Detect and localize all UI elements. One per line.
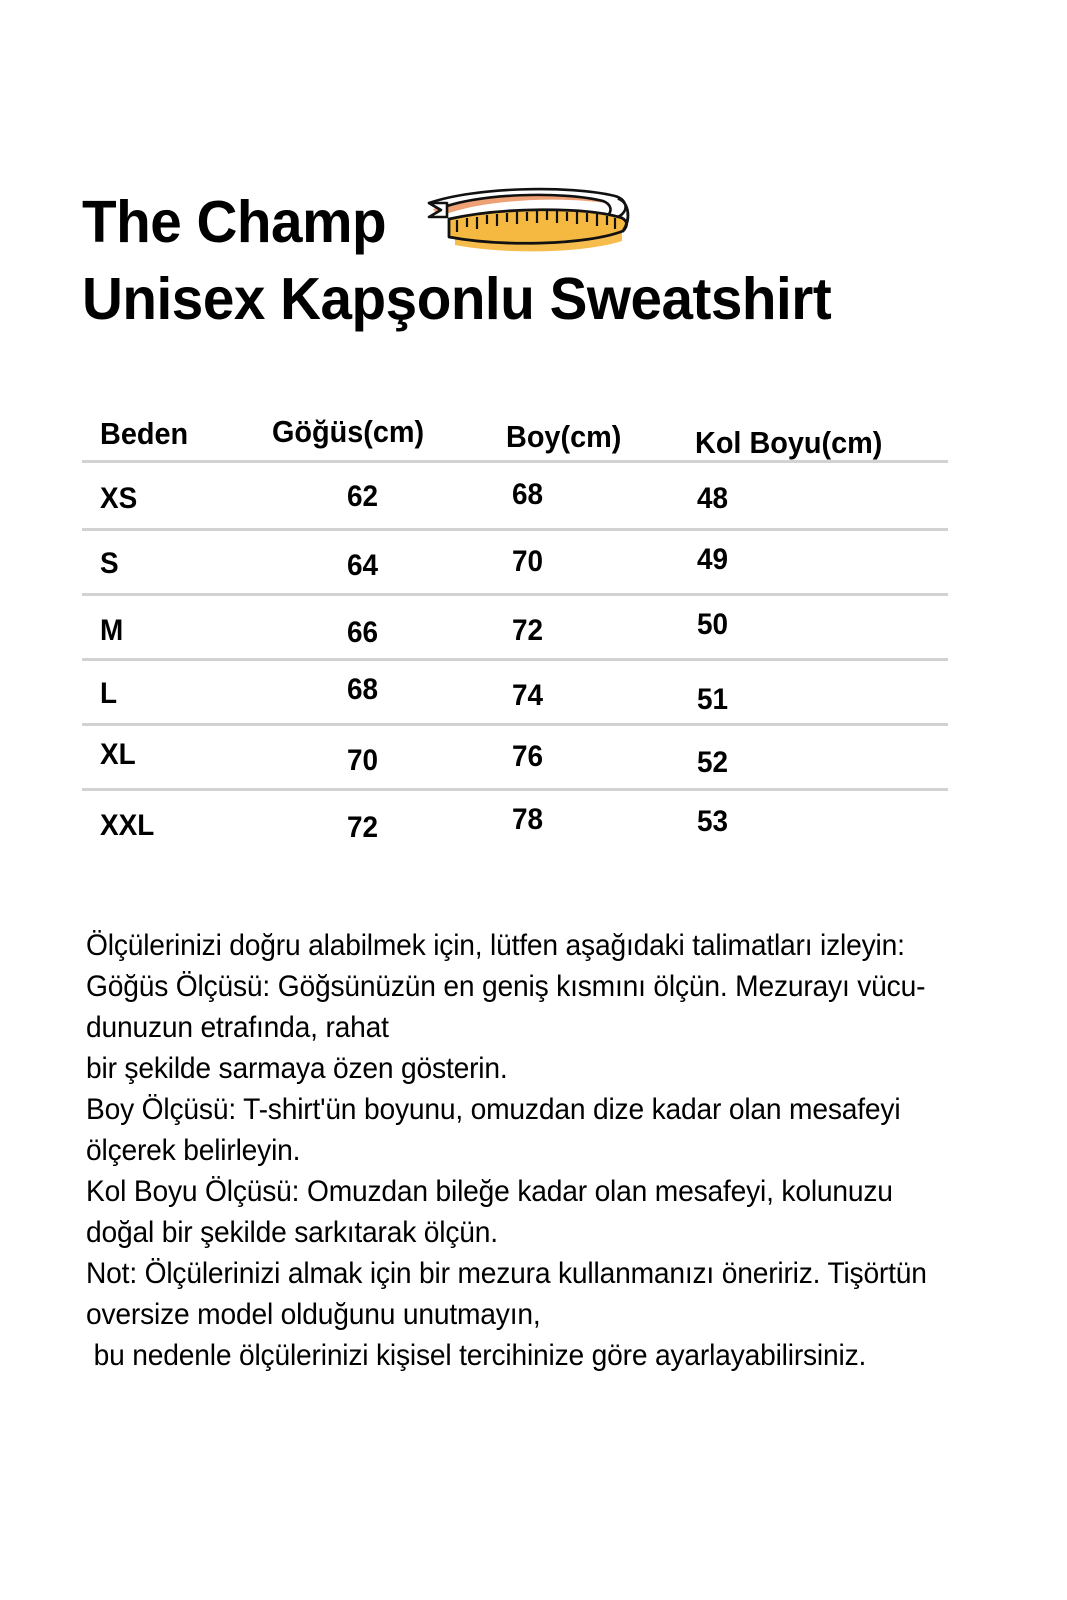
cell-chest: 72 — [347, 811, 379, 844]
instruction-line: Boy Ölçüsü: T-shirt'ün boyunu, omuzdan d… — [86, 1093, 901, 1126]
instruction-line: oversize model olduğunu unutmayın, — [86, 1298, 541, 1331]
table-row: XL 70 76 52 — [82, 726, 948, 791]
cell-sleeve: 49 — [697, 543, 729, 576]
column-header-gogus: Göğüs(cm) — [272, 414, 425, 449]
row-divider — [82, 658, 948, 661]
cell-chest: 66 — [347, 616, 379, 649]
cell-sleeve: 52 — [697, 746, 729, 779]
cell-sleeve: 53 — [697, 805, 729, 838]
row-divider — [82, 528, 948, 531]
cell-length: 70 — [512, 545, 544, 578]
measuring-tape-icon — [427, 187, 630, 252]
cell-sleeve: 51 — [697, 683, 729, 716]
table-row: XXL 72 78 53 — [82, 791, 948, 856]
cell-size: L — [100, 677, 118, 710]
instruction-line: Göğüs Ölçüsü: Göğsünüzün en geniş kısmın… — [86, 970, 926, 1003]
instruction-line: Not: Ölçülerinizi almak için bir mezura … — [86, 1257, 927, 1290]
cell-sleeve: 50 — [697, 608, 729, 641]
title-text-line-1: The Champ — [82, 188, 387, 255]
instruction-line: doğal bir şekilde sarkıtarak ölçün. — [86, 1216, 498, 1249]
column-header-boy: Boy(cm) — [506, 419, 622, 454]
row-divider — [82, 593, 948, 596]
cell-chest: 68 — [347, 673, 379, 706]
column-header-kol-boyu: Kol Boyu(cm) — [695, 425, 883, 460]
table-row: M 66 72 50 — [82, 596, 948, 661]
table-row: XS 62 68 48 — [82, 466, 948, 531]
instruction-line: bir şekilde sarmaya özen gösterin. — [86, 1052, 508, 1085]
cell-length: 74 — [512, 679, 544, 712]
instruction-line: Kol Boyu Ölçüsü: Omuzdan bileğe kadar ol… — [86, 1175, 893, 1208]
cell-sleeve: 48 — [697, 482, 729, 515]
instruction-line: dunuzun etrafında, rahat — [86, 1011, 389, 1044]
instruction-line: ölçerek belirleyin. — [86, 1134, 301, 1167]
instruction-line: Ölçülerinizi doğru alabilmek için, lütfe… — [86, 929, 905, 962]
row-divider — [82, 723, 948, 726]
cell-length: 76 — [512, 740, 544, 773]
cell-length: 72 — [512, 614, 544, 647]
cell-size: S — [100, 547, 119, 580]
cell-size: XS — [100, 482, 138, 515]
size-table: Beden Göğüs(cm) Boy(cm) Kol Boyu(cm) XS … — [82, 408, 948, 856]
cell-size: M — [100, 614, 124, 647]
column-header-beden: Beden — [100, 416, 189, 451]
page-title: The Champ — [82, 186, 982, 329]
cell-chest: 70 — [347, 744, 379, 777]
measurement-instructions: Ölçülerinizi doğru alabilmek için, lütfe… — [86, 925, 932, 1376]
cell-length: 68 — [512, 478, 544, 511]
row-divider — [82, 788, 948, 791]
cell-size: XL — [100, 738, 136, 771]
table-row: L 68 74 51 — [82, 661, 948, 726]
table-row: S 64 70 49 — [82, 531, 948, 596]
header-divider — [82, 460, 948, 463]
cell-chest: 62 — [347, 480, 379, 513]
title-text-line-2: Unisex Kapşonlu Sweatshirt — [82, 266, 832, 332]
instruction-line: bu nedenle ölçülerinizi kişisel tercihin… — [86, 1339, 867, 1372]
cell-size: XXL — [100, 809, 155, 842]
cell-length: 78 — [512, 803, 544, 836]
cell-chest: 64 — [347, 549, 379, 582]
title-row-primary: The Champ — [82, 186, 982, 258]
table-header-row: Beden Göğüs(cm) Boy(cm) Kol Boyu(cm) — [82, 408, 948, 466]
